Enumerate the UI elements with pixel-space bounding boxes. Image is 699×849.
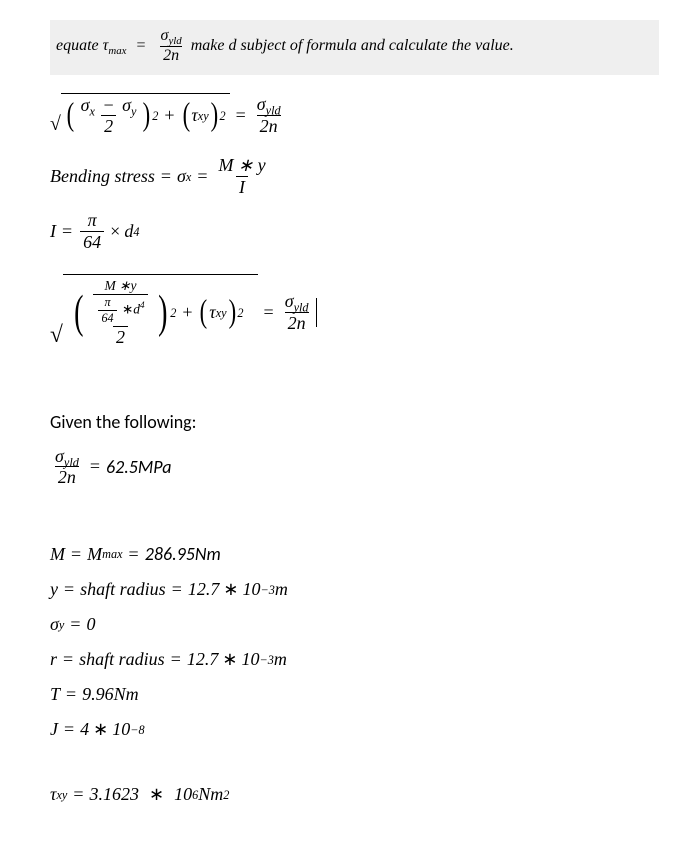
- equation-11: J= 4∗ 10−8: [50, 719, 659, 740]
- equation-7: y= shaft radius= 12.7∗ 10−3m: [50, 579, 659, 600]
- boxed-suffix: make d subject of formula and calculate …: [191, 37, 514, 54]
- equation-9: r= shaft radius= 12.7∗ 10−3m: [50, 649, 659, 670]
- sigma-yld-over-2n: σyld 2n: [158, 28, 185, 65]
- equation-8: σy =0: [50, 614, 659, 635]
- equals-sign: =: [137, 37, 146, 54]
- bending-stress-label: Bending stress: [50, 166, 155, 187]
- equation-2: Bending stress = σx = M ∗ y I: [50, 156, 659, 197]
- highlight-box: equate τmax = σyld 2n make d subject of …: [50, 20, 659, 75]
- sqrt-expr: √ ( σx − σy 2 )2 + (τxy)2: [50, 93, 230, 139]
- equation-10: T= 9.96Nm: [50, 684, 659, 705]
- equation-5: σyld 2n = 62.5MPa: [50, 447, 659, 488]
- equation-3: I = π 64 × d4: [50, 211, 659, 252]
- given-label: Given the following:: [50, 411, 659, 433]
- equation-4: √ ( M ∗y π 64 ∗d4: [50, 274, 659, 351]
- equation-12: τxy = 3.1623∗ 106Nm2: [50, 784, 659, 805]
- document-page: equate τmax = σyld 2n make d subject of …: [0, 0, 699, 849]
- equation-1: √ ( σx − σy 2 )2 + (τxy)2 = σyld 2n: [50, 93, 659, 139]
- rhs-frac: σyld 2n: [254, 95, 284, 136]
- equation-6: M= Mmax = 286.95Nm: [50, 543, 659, 565]
- boxed-prefix: equate: [56, 37, 103, 54]
- tau-max: τmax: [103, 37, 131, 54]
